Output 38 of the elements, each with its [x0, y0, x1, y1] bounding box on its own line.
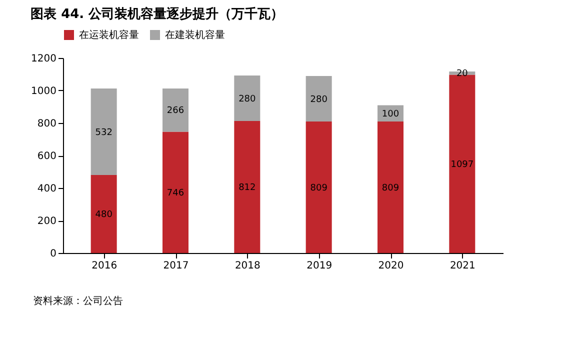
- x-tick-label: 2020: [378, 260, 404, 272]
- bar: [90, 88, 117, 175]
- text: 资料来源：公司公告: [33, 295, 123, 307]
- data-label: 809: [310, 183, 328, 194]
- y-tick-label: 1200: [31, 54, 56, 64]
- data-label: 746: [166, 188, 184, 198]
- data-label: 532: [95, 128, 112, 138]
- bar: [162, 132, 188, 253]
- y-tick-label: 0: [50, 248, 56, 260]
- bar: [234, 76, 260, 122]
- data-label: 1097: [450, 160, 474, 170]
- data-label: 480: [95, 210, 113, 220]
- bar: [449, 74, 476, 253]
- bar: [162, 88, 188, 132]
- data-label: 809: [382, 183, 400, 194]
- data-label: 812: [238, 183, 256, 194]
- bar: [234, 121, 260, 253]
- data-label: 100: [382, 109, 400, 120]
- bar: [306, 76, 332, 122]
- chart-title: 图表 44. 公司装机容量逐步提升（万千瓦）: [30, 6, 284, 22]
- x-tick-label: 2017: [163, 260, 189, 272]
- y-tick-label: 200: [37, 216, 56, 227]
- data-label: 266: [166, 106, 184, 116]
- data-label: 280: [310, 94, 328, 105]
- x-tick-label: 2016: [92, 260, 118, 272]
- y-tick-label: 400: [37, 184, 56, 194]
- legend-label: 在建装机容量: [165, 29, 225, 41]
- y-tick-label: 600: [37, 151, 56, 162]
- bar: [378, 122, 404, 253]
- y-tick-label: 800: [37, 118, 56, 130]
- data-label: 280: [238, 94, 256, 104]
- bar: [306, 122, 332, 253]
- legend-label: 在运装机容量: [79, 29, 139, 41]
- y-tick-label: 1000: [31, 86, 56, 97]
- x-tick-label: 2018: [234, 260, 260, 272]
- x-tick-label: 2019: [306, 260, 332, 272]
- x-tick-label: 2021: [450, 260, 476, 272]
- bar: [90, 175, 117, 253]
